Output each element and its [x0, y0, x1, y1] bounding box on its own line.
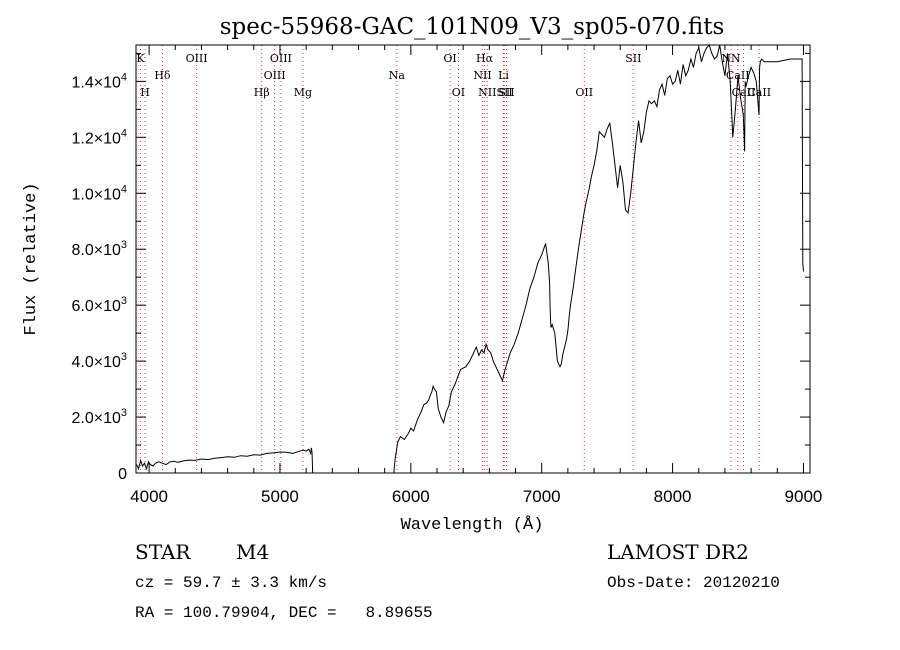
- spectral-line-label: CaII: [726, 69, 750, 82]
- y-tick-label: 1.0×104: [71, 183, 127, 203]
- x-tick-label: 5000: [261, 487, 299, 506]
- chart-title: spec-55968-GAC_101N09_V3_sp05-070.fits: [220, 14, 725, 40]
- x-tick-label: 6000: [392, 487, 430, 506]
- spectral-line-label: K: [136, 52, 145, 65]
- spectral-line-markers: KHHδOIIIHβOIIIOIIIMgNaOIOIHαNIINIILiSIIS…: [136, 45, 771, 473]
- observation-date: Obs-Date: 20120210: [607, 574, 780, 592]
- spectrum-line: [136, 44, 804, 474]
- y-axis-label: Flux (relative): [22, 182, 41, 335]
- spectral-line-label: OIII: [270, 52, 292, 65]
- spectral-line-label: Hα: [476, 52, 494, 65]
- x-axis-label: Wavelength (Å): [401, 516, 544, 535]
- y-tick-label: 0: [118, 466, 127, 483]
- x-tick-label: 4000: [130, 487, 168, 506]
- spectral-line-label: Li: [498, 69, 509, 82]
- spectral-line-label: Hδ: [154, 69, 171, 82]
- spectral-line-label: OIII: [264, 69, 286, 82]
- y-tick-label: 6.0×103: [71, 295, 127, 315]
- spectral-line-label: NII: [473, 69, 491, 82]
- y-tick-label: 8.0×103: [71, 239, 127, 259]
- spectral-line-label: H: [140, 86, 150, 99]
- object-class: STAR: [135, 540, 191, 564]
- x-tick-label: 7000: [523, 487, 561, 506]
- y-tick-label: 1.2×104: [71, 127, 127, 147]
- spectral-line-label: Mg: [294, 86, 312, 99]
- survey-name: LAMOST DR2: [607, 540, 749, 564]
- x-axis-ticks: 4000 5000 6000 7000 8000 9000: [130, 45, 822, 506]
- y-tick-label: 4.0×103: [71, 351, 127, 371]
- spectral-line-label: OII: [575, 86, 593, 99]
- x-tick-label: 9000: [785, 487, 823, 506]
- object-subclass: M4: [236, 540, 270, 564]
- spectral-line-label: OI: [452, 86, 465, 99]
- y-tick-label: 1.4×104: [71, 71, 127, 91]
- spectral-line-label: Na: [389, 69, 406, 82]
- spectral-line-label: SII: [625, 52, 641, 65]
- spectral-line-label: NII: [478, 86, 496, 99]
- spectral-line-label: OI: [443, 52, 456, 65]
- spectral-line-label: Hβ: [254, 86, 270, 99]
- plot-frame: [135, 44, 811, 474]
- spectral-line-label: SII: [498, 86, 514, 99]
- x-tick-label: 8000: [654, 487, 692, 506]
- spectral-line-label: SII: [497, 86, 513, 99]
- redshift-velocity: cz = 59.7 ± 3.3 km/s: [135, 574, 328, 592]
- y-axis-ticks: 0 2.0×103 4.0×103 6.0×103 8.0×103 1.0×104 1.2×…: [71, 52, 810, 483]
- spectral-line-label: OIII: [186, 52, 208, 65]
- coordinates: RA = 100.79904, DEC = 8.89655: [135, 604, 433, 622]
- spectral-line-label: CaII: [732, 86, 756, 99]
- y-tick-label: 2.0×103: [71, 407, 127, 427]
